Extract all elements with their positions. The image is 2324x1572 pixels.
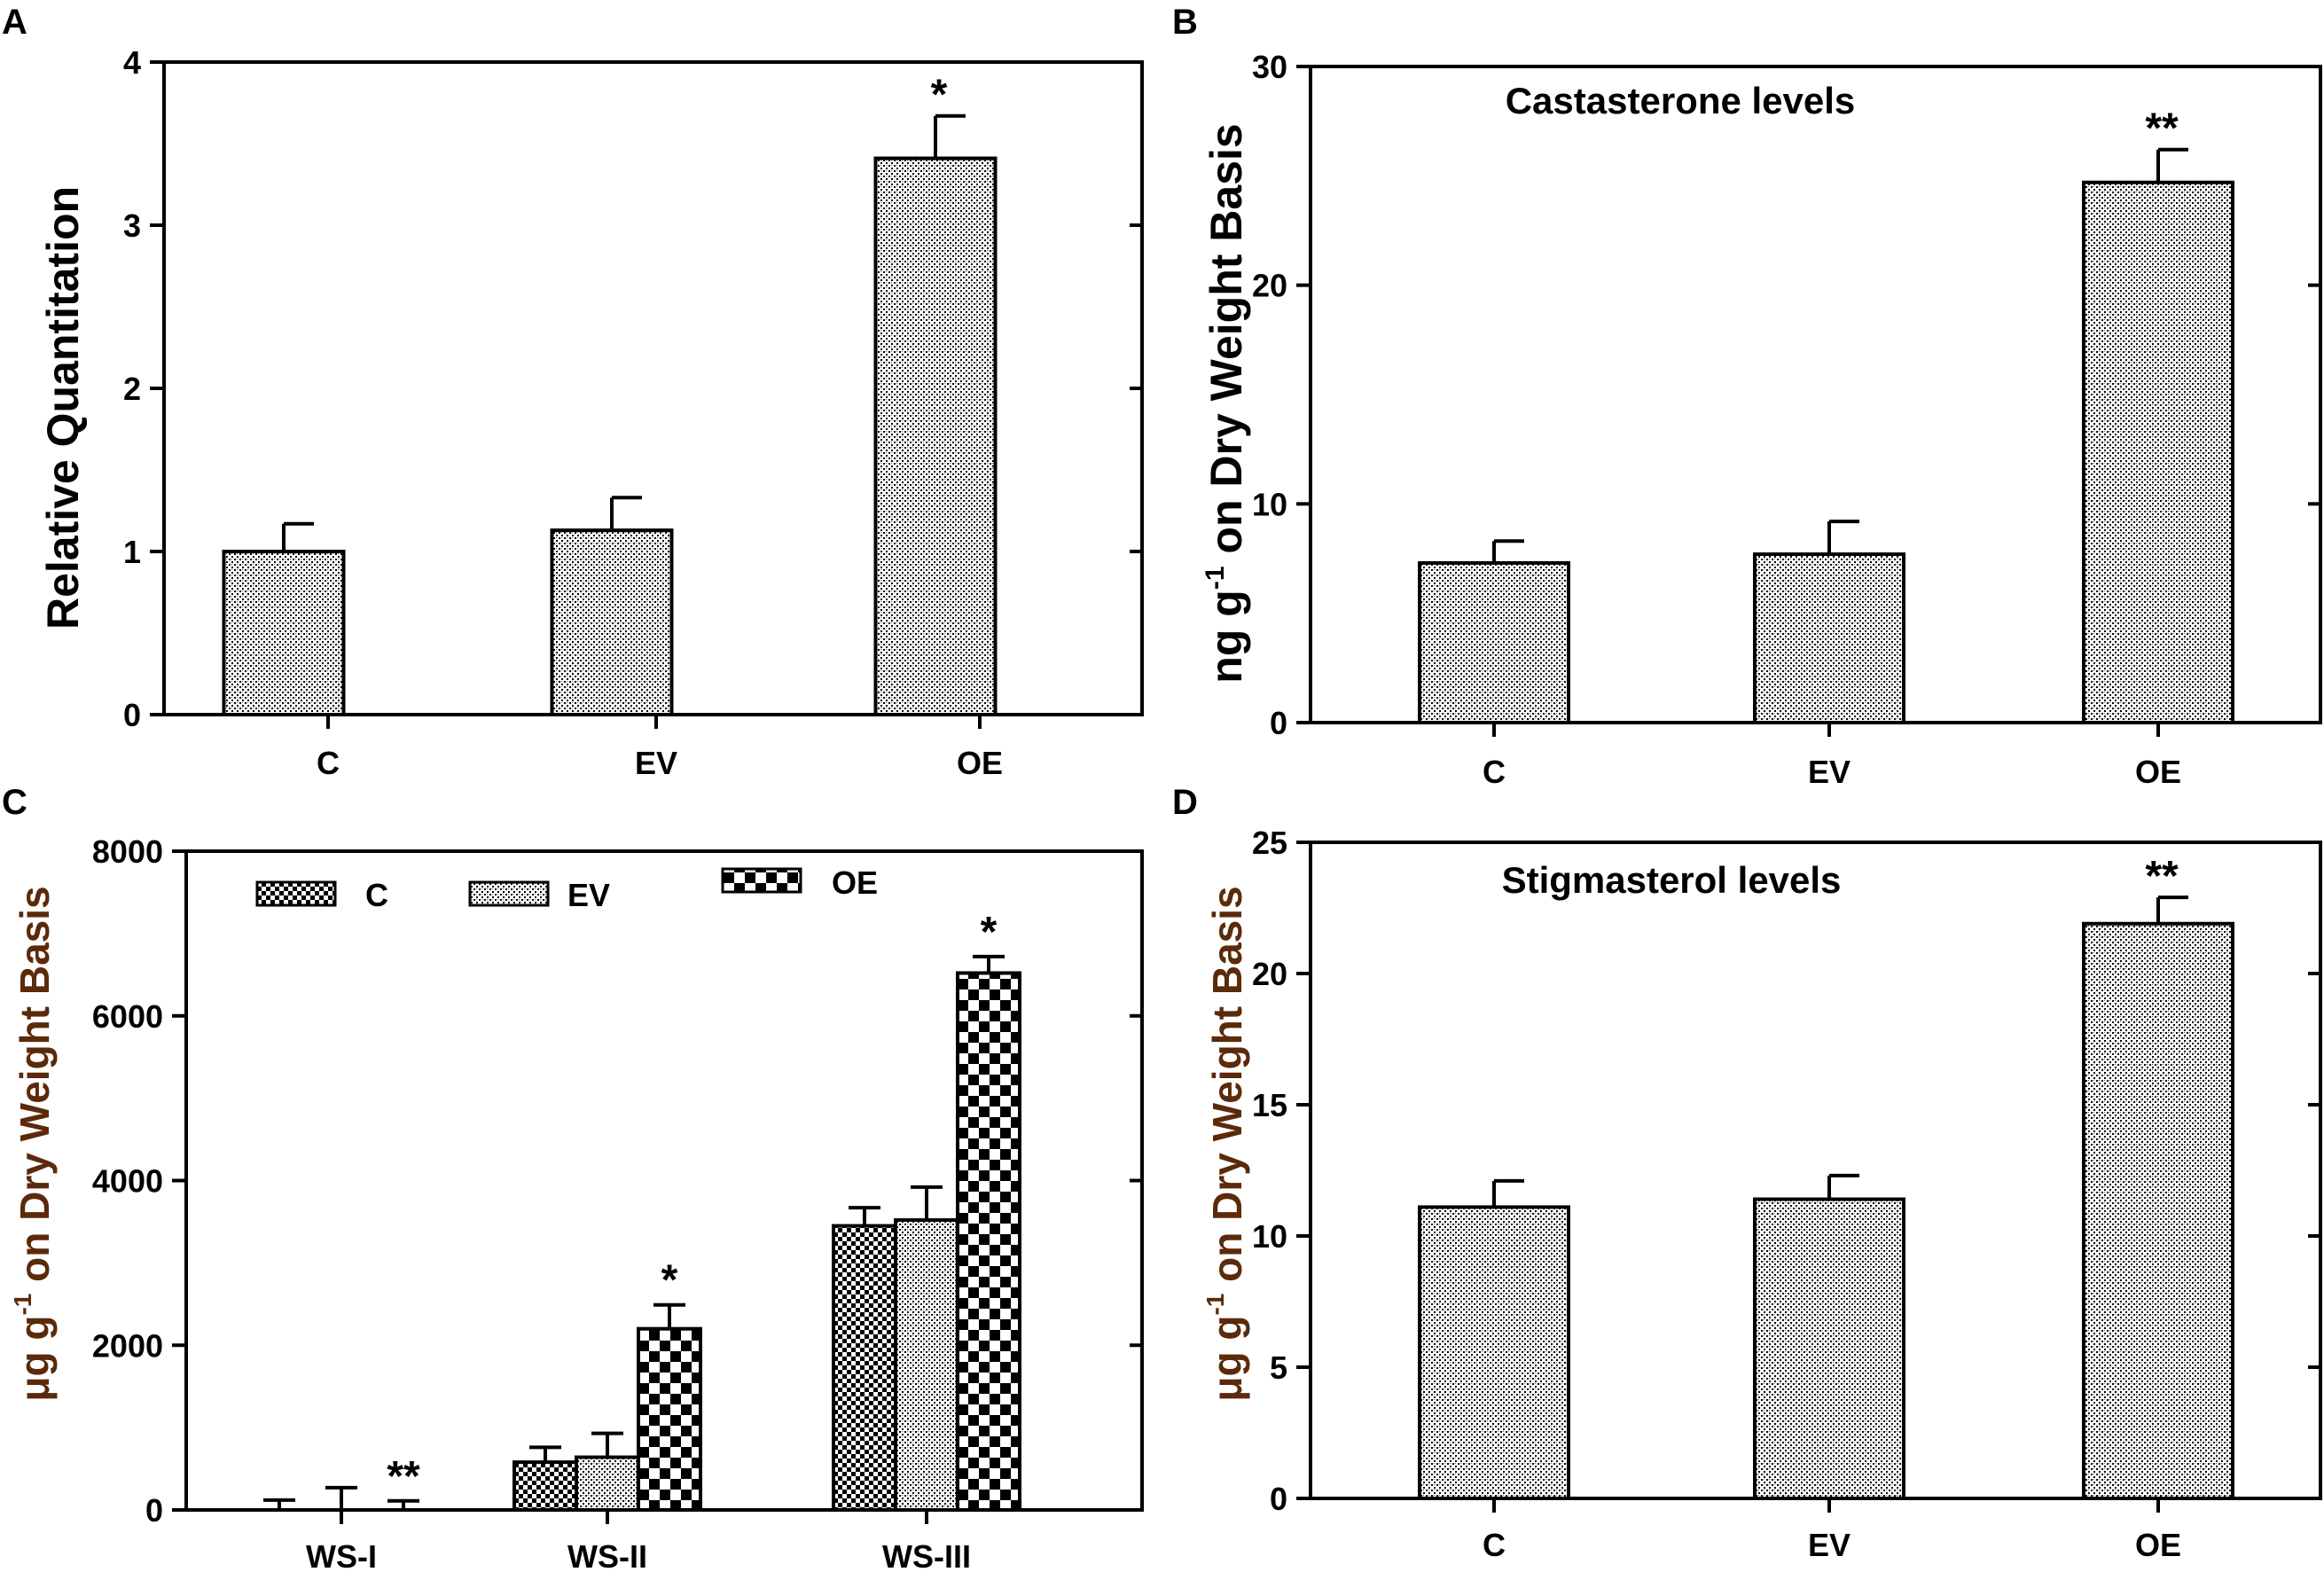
panel-c-significance: * [661,1257,678,1304]
panel-d-significance: ** [2145,853,2179,900]
legend-label-ev: EV [567,877,610,913]
panel-c-ylabel: μg g-1 on Dry Weight Basis [9,886,58,1401]
legend-label-c: C [365,877,388,913]
panel-letter-a: A [2,3,27,42]
panel-b-ylabel-pre: ng g [1201,590,1251,684]
panel-c-ylabel-post: on Dry Weight Basis [12,886,58,1293]
panel-a-category-label: OE [957,745,1003,781]
panel-d-bar [1418,1205,1570,1500]
panel-d-category-label: OE [2135,1527,2181,1563]
panel-b-category-label: C [1483,754,1506,790]
panel-b-ylabel-post: on Dry Weight Basis [1201,123,1251,566]
panel-c-bar [894,1218,959,1512]
panel-a-bar [222,550,346,716]
legend-swatch-c [255,880,337,907]
panel-c-ytick-label: 8000 [92,833,163,870]
panel-d-ytick-label: 25 [1252,825,1287,861]
panel-a-ylabel: Relative Quantitation [38,186,88,630]
panel-c-ylabel-pre: μg g [12,1316,58,1402]
panel-letter-b: B [1172,3,1198,42]
panel-letter-c: C [2,783,27,822]
panel-c-significance: * [981,909,998,956]
panel-b-category-label: OE [2135,754,2181,790]
panel-d-ylabel: μg g-1 on Dry Weight Basis [1201,886,1250,1401]
panel-c-ytick-label: 0 [145,1492,163,1529]
panel-c-bar [513,1460,578,1512]
panel-b-bar [2082,180,2234,724]
panel-d-ylabel-post: on Dry Weight Basis [1204,886,1250,1293]
panel-b-significance: ** [2145,106,2179,153]
panel-c-significance: ** [387,1453,420,1500]
legend-swatch-oe [721,867,802,894]
panel-c-bar [832,1224,897,1513]
panel-a-bar [873,156,998,716]
panel-d-ytick-label: 20 [1252,956,1287,992]
panel-c-legend: C EV OE [255,864,878,913]
panel-c-bar [956,971,1021,1512]
panel-b-ytick-label: 0 [1270,705,1287,741]
panel-a-ytick-label: 2 [123,371,141,407]
panel-b-ytick-label: 20 [1252,268,1287,304]
panel-letter-d: D [1172,783,1198,822]
panel-d-bar [1753,1197,1905,1501]
panel-d-ylabel-sup: -1 [1201,1294,1229,1316]
panel-c-ytick-label: 6000 [92,998,163,1035]
panel-a-significance: * [931,72,948,119]
panel-b-title: Castasterone levels [1506,80,1856,121]
panel-c-bar [637,1326,702,1513]
panel-b-bar [1418,560,1570,725]
panel-a-ytick-label: 1 [123,534,141,570]
legend-swatch-ev [468,880,550,907]
panel-c-ytick-label: 2000 [92,1327,163,1364]
panel-a-ytick-label: 0 [123,697,141,733]
panel-d-ytick-label: 15 [1252,1087,1287,1123]
panel-a-ytick-label: 4 [123,44,141,81]
panel-c-bar [575,1455,640,1513]
panel-a-ytick-label: 3 [123,207,141,244]
panel-c-ytick-label: 4000 [92,1163,163,1200]
panel-c-category-label: WS-III [882,1538,971,1572]
panel-b-ylabel: ng g-1 on Dry Weight Basis [1201,123,1251,683]
panel-d-ytick-label: 5 [1270,1349,1287,1386]
panel-d-bar [2082,921,2234,1500]
panel-d-title: Stigmasterol levels [1502,859,1842,901]
panel-c-category-label: WS-I [306,1538,377,1572]
panel-b-category-label: EV [1808,754,1851,790]
panel-c-ylabel-sup: -1 [9,1294,36,1316]
panel-a-bar [550,528,674,717]
panel-b-ytick-label: 30 [1252,49,1287,85]
panel-d-category-label: EV [1808,1527,1851,1563]
panel-c-category-label: WS-II [567,1538,647,1572]
legend-label-oe: OE [832,864,878,901]
panel-d-category-label: C [1483,1527,1506,1563]
panel-a-category-label: EV [635,745,677,781]
panel-d-ylabel-pre: μg g [1204,1316,1250,1402]
panel-d-ytick-label: 10 [1252,1218,1287,1255]
panel-b-ylabel-sup: -1 [1201,566,1230,590]
panel-b-ytick-label: 10 [1252,486,1287,522]
panel-d-ytick-label: 0 [1270,1481,1287,1517]
panel-a-category-label: C [317,745,340,781]
panel-b-bar [1753,552,1905,724]
